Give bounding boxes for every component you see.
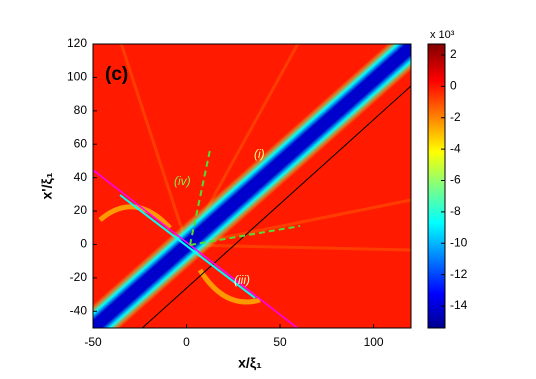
- y-tick-label: -40: [70, 303, 88, 317]
- colorbar-tick-label: -10: [450, 235, 468, 249]
- y-axis-label: x'/ξ₁: [39, 172, 55, 199]
- y-tick-label: 80: [74, 103, 88, 117]
- y-tick-label: 40: [74, 170, 88, 184]
- colorbar-tick-label: -8: [450, 204, 461, 218]
- x-tick-label: 0: [183, 335, 190, 349]
- colorbar-tick-label: -14: [450, 298, 468, 312]
- colorbar-tick-label: -2: [450, 110, 461, 124]
- annotation: (iii): [234, 273, 250, 287]
- y-tick-label: 20: [74, 203, 88, 217]
- colorbar-tick-label: -6: [450, 173, 461, 187]
- heatmap-field: [93, 44, 411, 328]
- colorbar: [427, 43, 446, 329]
- y-tick-label: 0: [80, 237, 87, 251]
- annotation: (iv): [174, 174, 191, 188]
- colorbar-tick-label: -4: [450, 141, 461, 155]
- y-tick-label: -20: [70, 270, 88, 284]
- x-tick-label: 50: [273, 335, 287, 349]
- y-tick-label: 100: [67, 70, 87, 84]
- annotation: (i): [254, 147, 265, 161]
- x-tick-label: 100: [364, 335, 384, 349]
- colorbar-tick-label: -12: [450, 267, 468, 281]
- plot-frame: [92, 43, 412, 329]
- x-axis-label: x/ξ₁: [238, 355, 262, 371]
- x-tick-label: -50: [84, 335, 102, 349]
- colorbar-tick-label: 2: [450, 47, 457, 61]
- y-tick-label: 120: [67, 36, 87, 50]
- annotation: (c): [105, 64, 128, 85]
- colorbar-tick-label: 0: [450, 79, 457, 93]
- y-tick-label: 60: [74, 136, 88, 150]
- colorbar-label: x 10³: [430, 29, 455, 41]
